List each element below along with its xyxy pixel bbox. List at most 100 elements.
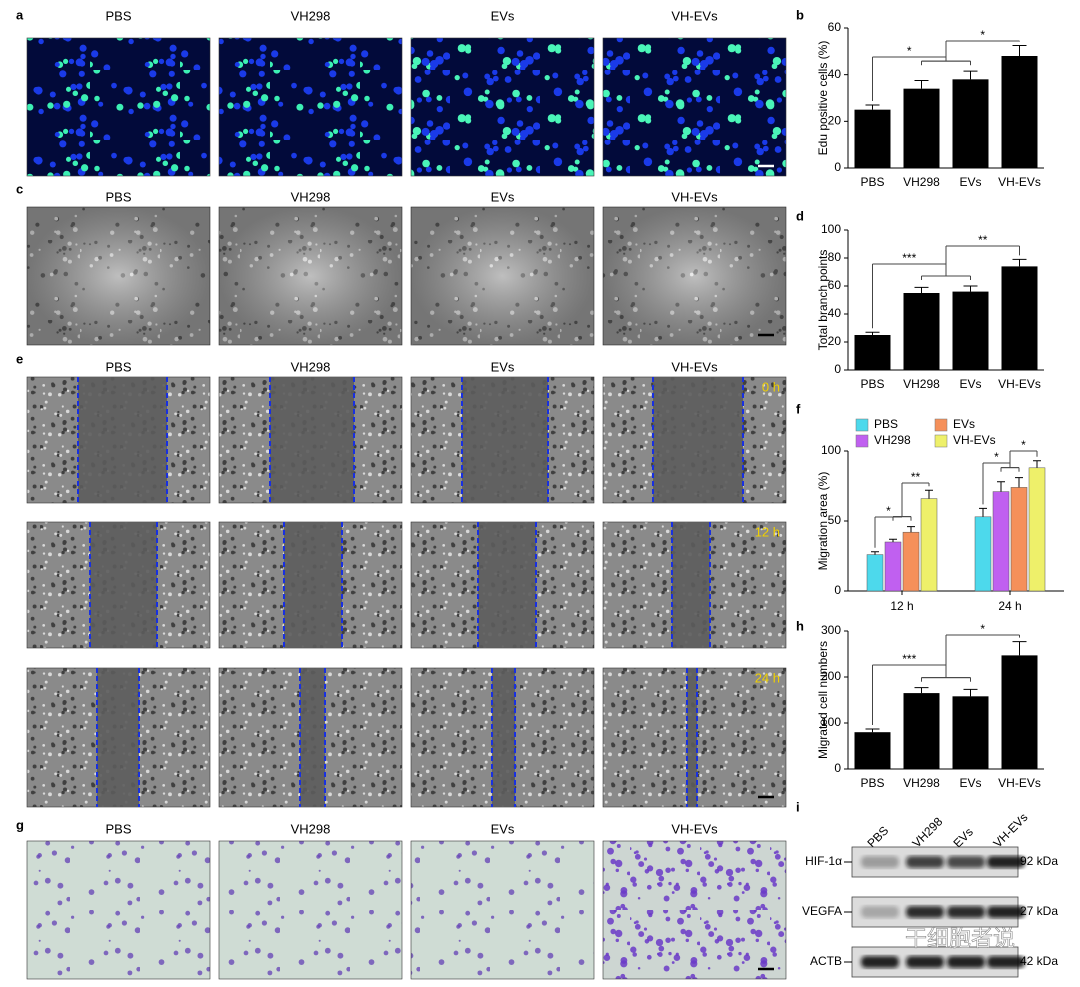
- micrograph: [602, 37, 787, 177]
- legend-swatch: [934, 434, 948, 448]
- column-header: EVs: [491, 359, 515, 374]
- error-bar: [907, 526, 915, 533]
- y-axis-label: Edu positive cells (%): [816, 41, 830, 156]
- wound-gap: [687, 668, 697, 807]
- blot-band: [906, 956, 944, 968]
- y-tick-label: 0: [834, 160, 841, 174]
- error-bar: [1012, 258, 1027, 267]
- legend-label: VH-EVs: [953, 433, 996, 447]
- bar: [866, 554, 884, 592]
- lane-label: EVs: [950, 825, 975, 850]
- x-tick-label: VH298: [903, 377, 940, 391]
- significance-label: *: [980, 28, 985, 42]
- bar: [903, 693, 940, 769]
- significance-label: ***: [902, 251, 916, 265]
- x-tick-label: PBS: [860, 776, 884, 790]
- wound-gap: [97, 668, 139, 807]
- micrograph: [410, 37, 595, 177]
- size-label: 42 kDa: [1020, 954, 1058, 968]
- x-tick-label: VH298: [903, 776, 940, 790]
- significance-label: *: [980, 622, 985, 636]
- y-tick-label: 60: [828, 20, 842, 34]
- y-tick-label: 200: [821, 669, 841, 683]
- blot-band: [861, 856, 899, 868]
- y-tick-label: 80: [828, 250, 842, 264]
- y-axis-label: Migration area (%): [816, 472, 830, 571]
- y-tick-label: 100: [821, 222, 841, 236]
- x-tick-label: VH-EVs: [998, 776, 1041, 790]
- panel-label: b: [796, 7, 804, 22]
- column-header: VH-EVs: [671, 8, 718, 23]
- micrograph-shade: [603, 207, 786, 345]
- y-axis-label: Migrated cell numbers: [816, 641, 830, 759]
- x-tick-label: VH-EVs: [998, 377, 1041, 391]
- wound-gap: [462, 377, 548, 503]
- x-tick-label: 12 h: [890, 599, 913, 613]
- column-header: VH298: [291, 8, 331, 23]
- panel-label: g: [16, 817, 24, 832]
- column-header: EVs: [491, 821, 515, 836]
- panel-label: e: [16, 351, 23, 366]
- error-bar: [889, 538, 897, 542]
- wound-gap: [653, 377, 743, 503]
- time-label: 12 h: [755, 524, 780, 539]
- micrograph-shade: [219, 207, 402, 345]
- wound-gap: [492, 668, 515, 807]
- y-tick-label: 100: [821, 715, 841, 729]
- protein-label: HIF-1α: [805, 854, 842, 868]
- time-label: 24 h: [755, 670, 780, 685]
- blot-band: [987, 956, 1025, 968]
- watermark: 干细胞者说: [905, 927, 1015, 952]
- lane-label: VH298: [909, 814, 945, 850]
- bar: [992, 491, 1010, 592]
- bar: [1010, 487, 1028, 592]
- y-tick-label: 0: [834, 583, 841, 597]
- error-bar: [1012, 641, 1027, 656]
- error-bar: [865, 104, 880, 110]
- bar: [854, 335, 891, 370]
- y-tick-label: 40: [828, 67, 842, 81]
- column-header: VH-EVs: [671, 821, 718, 836]
- x-tick-label: 24 h: [998, 599, 1021, 613]
- error-bar: [979, 507, 987, 517]
- bar: [952, 696, 989, 769]
- column-header: VH-EVs: [671, 189, 718, 204]
- legend-swatch: [855, 434, 869, 448]
- y-axis-label: Total branch points: [816, 250, 830, 351]
- micrograph: [26, 37, 211, 177]
- panel-label: a: [16, 7, 24, 22]
- bar: [903, 293, 940, 370]
- error-bar: [914, 80, 929, 89]
- lane-label: VH-EVs: [990, 810, 1030, 850]
- lane-label: PBS: [864, 823, 891, 850]
- blot-band: [906, 856, 944, 868]
- significance-label: *: [907, 44, 912, 58]
- column-header: EVs: [491, 8, 515, 23]
- column-header: PBS: [105, 189, 131, 204]
- significance-label: **: [978, 233, 988, 247]
- legend-swatch: [855, 418, 869, 432]
- y-tick-label: 40: [828, 306, 842, 320]
- wound-gap: [300, 668, 325, 807]
- protein-label: ACTB: [810, 954, 842, 968]
- error-bar: [963, 285, 978, 292]
- error-bar: [963, 70, 978, 80]
- x-tick-label: VH-EVs: [998, 175, 1041, 189]
- micrograph: [218, 840, 403, 980]
- bar: [854, 109, 891, 168]
- x-tick-label: EVs: [959, 377, 981, 391]
- y-tick-label: 0: [834, 362, 841, 376]
- column-header: PBS: [105, 359, 131, 374]
- bar: [1001, 266, 1038, 370]
- blot-band: [987, 906, 1025, 918]
- y-tick-label: 60: [828, 278, 842, 292]
- wound-gap: [478, 522, 536, 648]
- x-tick-label: VH298: [903, 175, 940, 189]
- micrograph: [410, 840, 595, 980]
- y-tick-label: 20: [828, 334, 842, 348]
- wound-gap: [90, 522, 157, 648]
- legend-label: VH298: [874, 433, 911, 447]
- y-tick-label: 300: [821, 623, 841, 637]
- error-bar: [865, 331, 880, 335]
